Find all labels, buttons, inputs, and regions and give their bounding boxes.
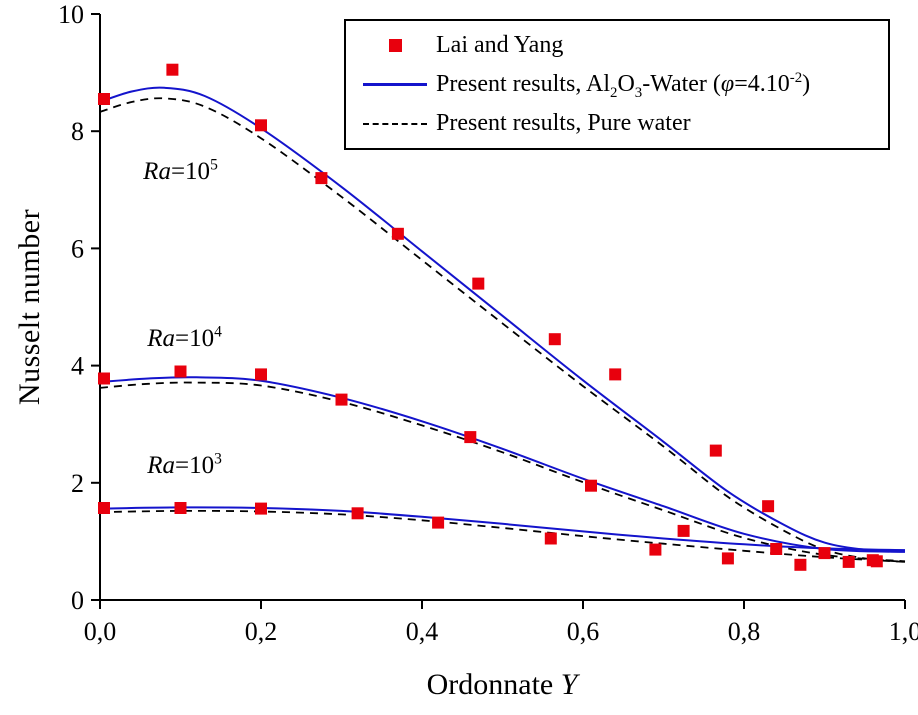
data-point-square (548, 333, 561, 346)
data-point-square (174, 502, 187, 514)
data-point-square (351, 507, 364, 520)
square-glyph (388, 39, 402, 52)
series-lai-yang-ra1e3 (98, 502, 883, 571)
y-tick-label: 6 (71, 234, 84, 263)
legend: Lai and Yang Present results, Al2O3-Water… (344, 19, 890, 150)
data-point-square (544, 532, 557, 545)
data-point-square (818, 547, 831, 560)
series-purewater-ra1e5 (99, 97, 906, 563)
series-purewater-ra1e3 (99, 509, 906, 563)
series-lai-yang-ra1e5 (98, 63, 879, 567)
data-point-square (98, 502, 110, 514)
annotation-ra-1e4: Ra=104 (147, 323, 222, 353)
x-tick-label: 0,4 (406, 617, 439, 646)
x-tick-label: 0,0 (84, 617, 117, 646)
series-lai-yang-ra1e4 (98, 365, 855, 568)
y-axis-title: Nusselt number (13, 208, 46, 406)
data-point-square (762, 500, 775, 513)
annotation-ra-1e3: Ra=103 (147, 451, 222, 480)
solid-line-glyph (363, 83, 427, 86)
x-axis-title-text: Ordonnate (426, 668, 554, 701)
legend-label-lai-and-yang: Lai and Yang (436, 32, 564, 58)
data-point-square (255, 368, 267, 381)
y-tick-label: 8 (71, 117, 84, 146)
solid-line-marker-icon (354, 83, 436, 86)
x-tick-label: 0,2 (245, 617, 278, 646)
data-point-square (391, 227, 404, 240)
x-tick-label: 0,8 (728, 617, 761, 646)
data-point-square (166, 63, 179, 76)
annotation-ra-1e5: Ra=105 (143, 156, 218, 186)
data-point-square (174, 365, 187, 378)
data-point-square (709, 444, 722, 457)
data-point-square (98, 93, 110, 105)
legend-label-present-nanofluid: Present results, Al2O3-Water (φ=4.10-2) (436, 70, 811, 101)
series-purewater-ra1e4 (99, 381, 906, 563)
y-tick-label: 10 (58, 0, 84, 29)
data-point-square (464, 431, 477, 444)
data-point-square (794, 558, 807, 571)
series-nanofluid-ra1e4 (99, 376, 906, 553)
data-point-square (721, 552, 734, 565)
data-point-square (770, 543, 783, 555)
data-point-square (472, 277, 485, 290)
data-point-square (315, 172, 328, 185)
dashed-line-marker-icon (354, 122, 436, 125)
data-point-square (255, 119, 267, 132)
data-point-square (609, 368, 622, 381)
data-point-square (585, 479, 597, 492)
data-point-square (842, 555, 855, 568)
data-point-square (870, 555, 883, 568)
y-tick-label: 0 (71, 586, 84, 615)
data-point-square (677, 524, 690, 537)
data-point-square (335, 393, 348, 406)
x-axis-title-symbol: Y (560, 668, 578, 701)
legend-item-present-nanofluid: Present results, Al2O3-Water (φ=4.10-2) (354, 65, 882, 104)
data-point-square (432, 516, 445, 529)
legend-item-lai-and-yang: Lai and Yang (354, 26, 882, 65)
series-nanofluid-ra1e5 (99, 86, 906, 552)
y-tick-label: 2 (71, 469, 84, 498)
data-point-square (255, 502, 267, 515)
data-point-square (649, 543, 662, 556)
square-marker-icon (354, 39, 436, 52)
x-axis-title: Ordonnate Y (427, 668, 578, 702)
legend-item-present-pure-water: Present results, Pure water (354, 104, 882, 143)
series-nanofluid-ra1e3 (99, 506, 906, 552)
x-tick-label: 0,6 (567, 617, 600, 646)
dashed-line-glyph (363, 122, 427, 125)
x-tick-label: 1,0 (889, 617, 918, 646)
y-tick-label: 4 (71, 352, 84, 381)
data-point-square (98, 372, 110, 385)
legend-label-present-pure-water: Present results, Pure water (436, 110, 691, 136)
